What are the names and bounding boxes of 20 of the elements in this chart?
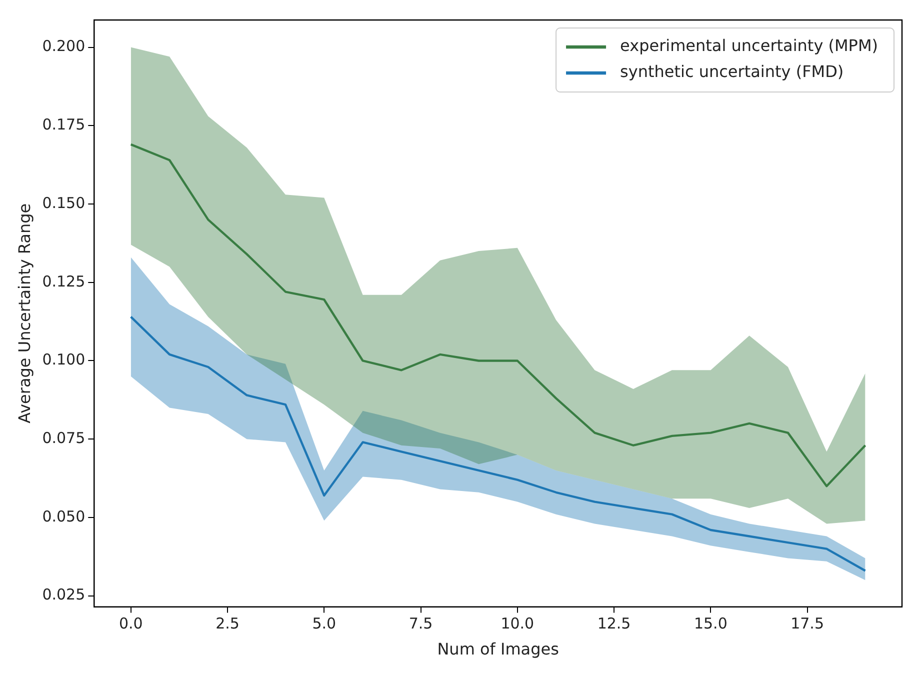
y-tick-label: 0.100	[42, 350, 86, 369]
x-tick-label: 10.0	[500, 614, 534, 633]
x-axis-title: Num of Images	[437, 640, 559, 659]
legend-label: experimental uncertainty (MPM)	[620, 36, 878, 56]
x-tick-label: 0.0	[118, 614, 143, 633]
y-tick-label: 0.125	[42, 272, 86, 290]
y-tick-label: 0.175	[42, 116, 86, 134]
y-tick-label: 0.025	[42, 586, 86, 604]
y-axis-title: Average Uncertainty Range	[14, 203, 34, 424]
x-tick-label: 17.5	[790, 614, 824, 633]
x-tick-label: 2.5	[216, 614, 240, 633]
x-tick-label: 7.5	[408, 614, 433, 633]
y-tick-label: 0.200	[42, 37, 86, 56]
y-tick-label: 0.050	[42, 507, 86, 526]
x-tick-label: 5.0	[312, 614, 336, 633]
y-tick-label: 0.150	[42, 194, 86, 212]
x-tick-label: 12.5	[597, 614, 631, 633]
legend-label: synthetic uncertainty (FMD)	[620, 62, 844, 82]
x-tick-label: 15.0	[694, 614, 728, 633]
y-tick-label: 0.075	[42, 428, 86, 447]
